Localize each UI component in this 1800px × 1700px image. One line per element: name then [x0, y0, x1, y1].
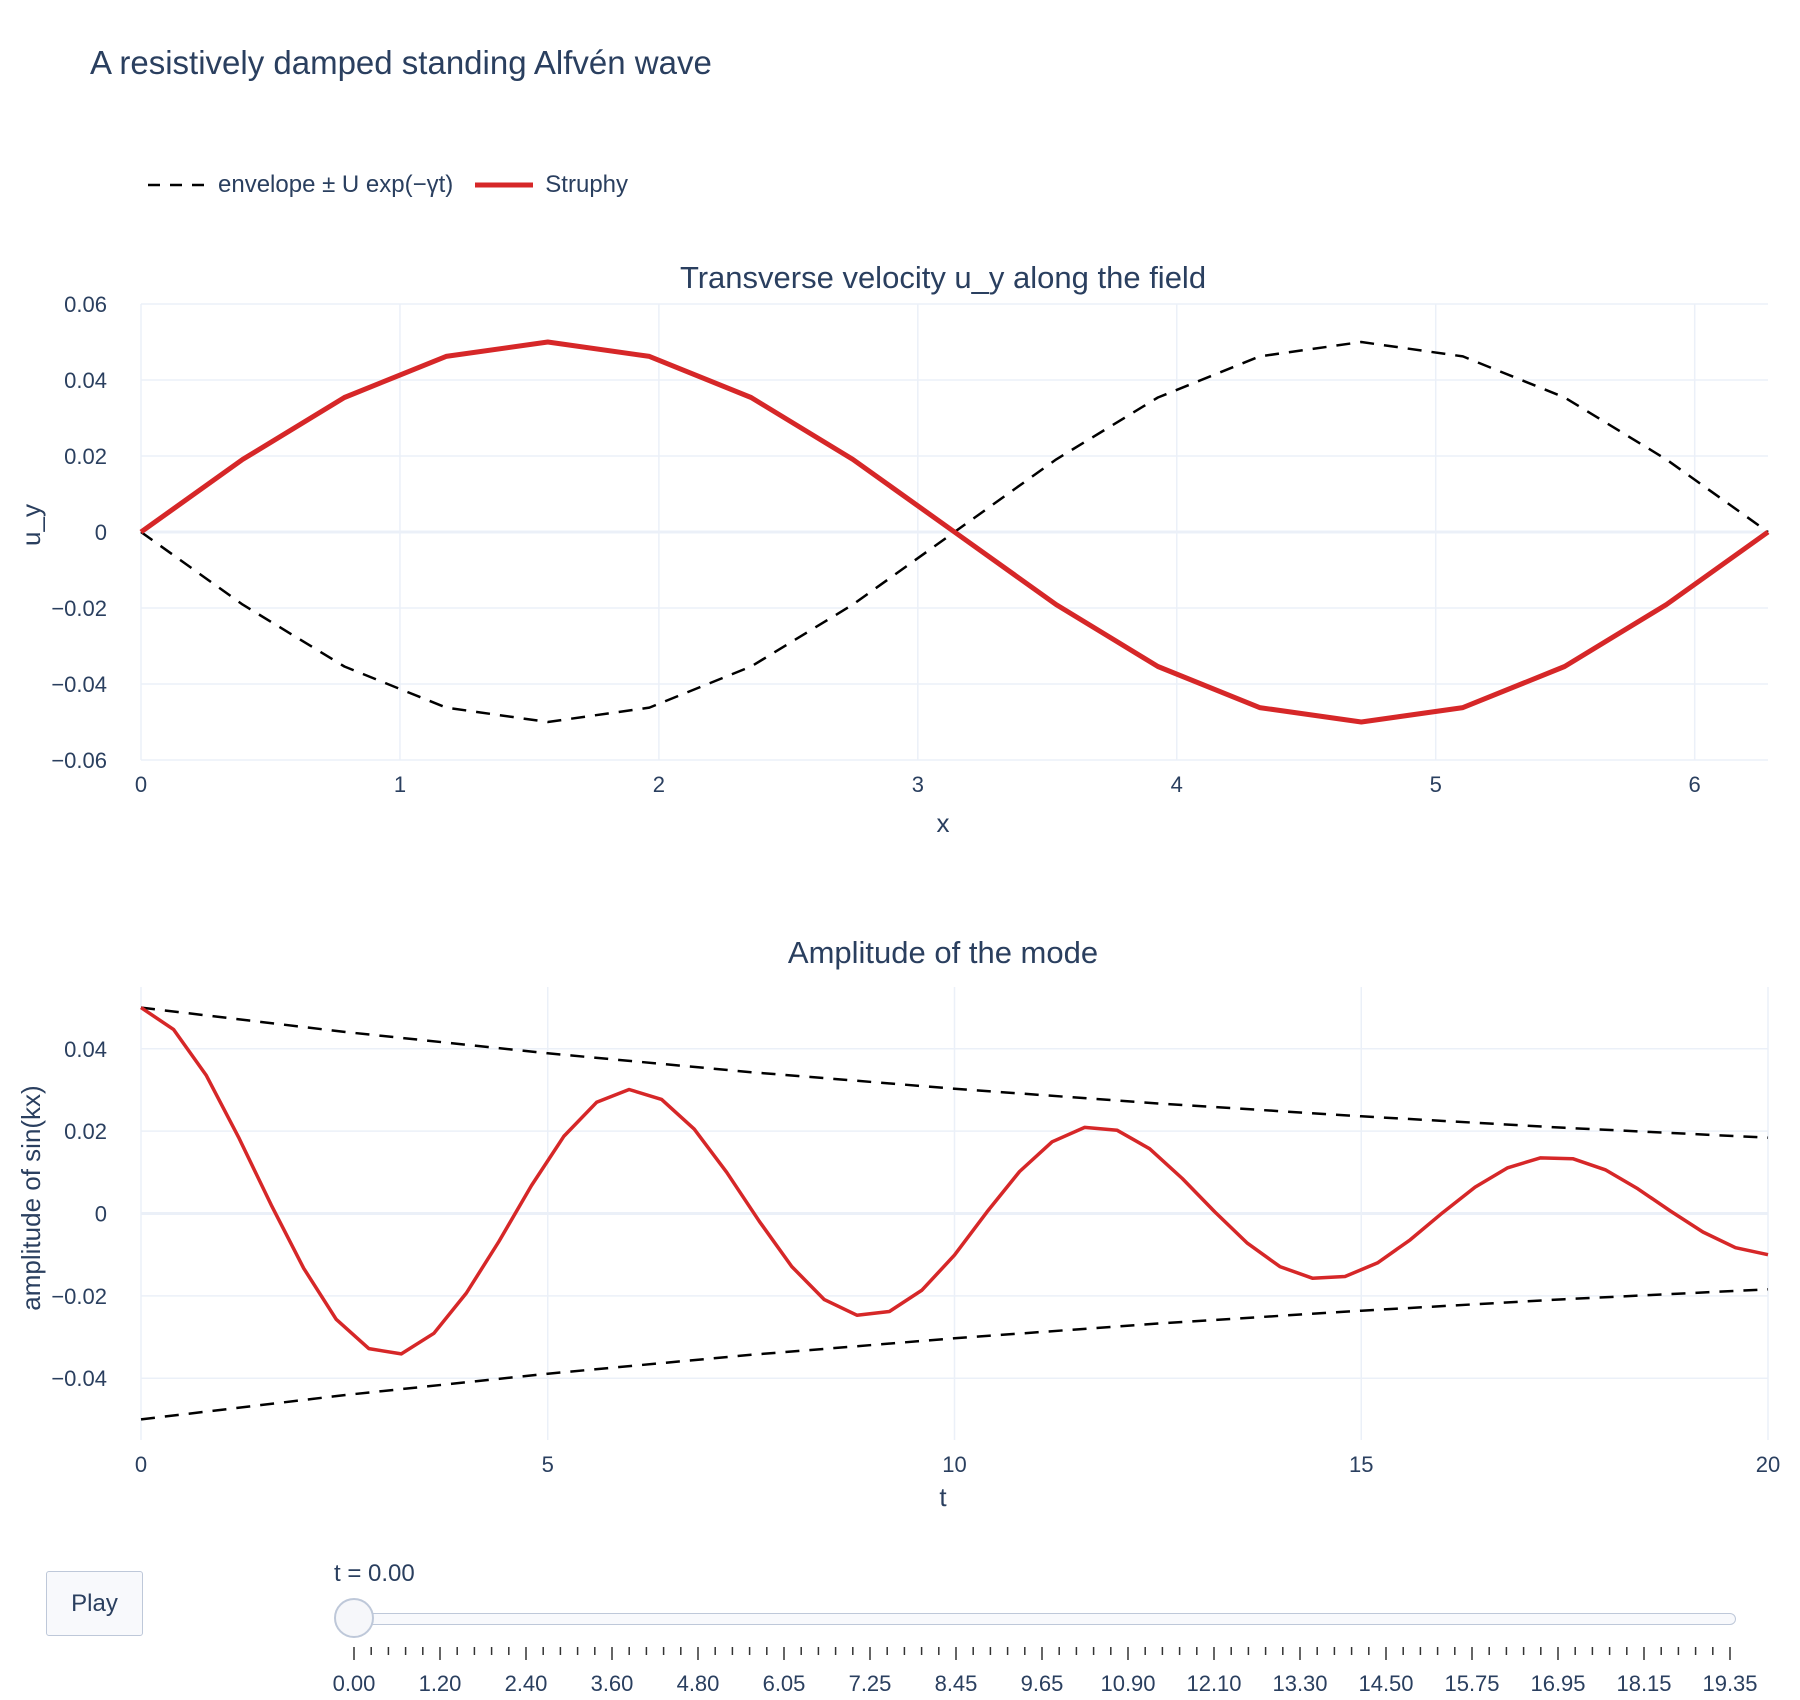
subplot2-series [140, 1006, 1769, 1421]
subplot2-tick-labels: 0 5 10 15 20 −0.04 −0.02 0 0.02 0.04 [51, 1037, 1780, 1477]
subplot1-y-tick-label: 0 [95, 520, 107, 545]
slider-tick-label: 10.90 [1100, 1671, 1155, 1696]
subplot2-xlabel: t [939, 1482, 947, 1512]
page-title: A resistively damped standing Alfvén wav… [90, 44, 712, 81]
subplot1-struphy-line [139, 339, 1770, 725]
subplot2-title: Amplitude of the mode [788, 935, 1098, 970]
subplot2-x-tick-label: 20 [1756, 1452, 1780, 1477]
subplot1-tick-labels: 0 1 2 3 4 5 6 −0.06 −0.04 −0.02 0 0.02 0.04 0.06 [51, 292, 1700, 797]
slider-tick-label: 14.50 [1358, 1671, 1413, 1696]
time-slider-track[interactable] [336, 1613, 1736, 1625]
slider-tick-label: 19.35 [1702, 1671, 1757, 1696]
subplot1-x-tick-label: 3 [912, 772, 924, 797]
slider-tick-label: 16.95 [1530, 1671, 1585, 1696]
slider-tick-label: 18.15 [1616, 1671, 1671, 1696]
slider-tick-label: 2.40 [505, 1671, 548, 1696]
subplot2-y-tick-label: 0.04 [64, 1037, 107, 1062]
legend: envelope ± U exp(−γt) Struphy [148, 168, 650, 202]
subplot1-ylabel: u_y [16, 504, 46, 546]
slider-tick-label: 15.75 [1444, 1671, 1499, 1696]
slider-tick-label: 4.80 [677, 1671, 720, 1696]
subplot2-struphy-line [140, 1006, 1769, 1356]
slider-tick-label: 13.30 [1272, 1671, 1327, 1696]
slider-tick-label: 12.10 [1186, 1671, 1241, 1696]
legend-item-struphy[interactable]: Struphy [475, 171, 628, 199]
slider-tick-label: 8.45 [935, 1671, 978, 1696]
subplot2-y-tick-label: −0.04 [51, 1366, 107, 1391]
slider-tick-label: 6.05 [763, 1671, 806, 1696]
subplot1-title: Transverse velocity u_y along the field [680, 260, 1206, 295]
subplot1-xlabel: x [937, 808, 950, 838]
subplot1-y-tick-label: −0.02 [51, 596, 107, 621]
legend-label-struphy: Struphy [545, 171, 629, 198]
subplot2-ylabel: amplitude of sin(kx) [16, 1085, 46, 1310]
subplot2-x-tick-label: 10 [942, 1452, 966, 1477]
subplot1-x-tick-label: 6 [1689, 772, 1701, 797]
legend-label-envelope: envelope ± U exp(−γt) [218, 171, 454, 198]
legend-item-envelope[interactable]: envelope ± U exp(−γt) [148, 171, 453, 199]
subplot1-y-tick-label: 0.04 [64, 368, 107, 393]
legend-dash-line-icon [148, 183, 206, 187]
play-button[interactable]: Play [46, 1571, 143, 1636]
slider-tick-label: 0.00 [333, 1671, 376, 1696]
subplot2-x-tick-label: 15 [1349, 1452, 1373, 1477]
subplot1-x-tick-label: 4 [1171, 772, 1183, 797]
subplot1-y-tick-label: −0.06 [51, 748, 107, 773]
slider-current-value-label: t = 0.00 [334, 1560, 415, 1587]
subplot1-y-tick-label: −0.04 [51, 672, 107, 697]
subplot1-y-tick-label: 0.02 [64, 444, 107, 469]
subplot1-x-tick-label: 1 [394, 772, 406, 797]
subplot1-series [139, 339, 1770, 725]
subplot2-x-tick-label: 0 [135, 1452, 147, 1477]
subplot1-y-tick-label: 0.06 [64, 292, 107, 317]
subplot2-y-tick-label: −0.02 [51, 1284, 107, 1309]
figure-plot-area: Transverse velocity u_y along the field … [16, 260, 1780, 1512]
subplot2-envelope-line [140, 1288, 1769, 1421]
time-slider-handle[interactable] [334, 1598, 374, 1638]
subplot2-x-tick-label: 5 [542, 1452, 554, 1477]
subplot1-x-tick-label: 2 [653, 772, 665, 797]
subplot2-grid [140, 987, 1769, 1440]
slider-tick-label: 1.20 [419, 1671, 462, 1696]
legend-solid-line-icon [475, 182, 534, 188]
subplot2-y-tick-label: 0.02 [64, 1119, 107, 1144]
slider-tick-label: 7.25 [849, 1671, 892, 1696]
slider-tick-label: 3.60 [591, 1671, 634, 1696]
subplot1-x-tick-label: 0 [135, 772, 147, 797]
subplot2-envelope-line [140, 1006, 1769, 1139]
subplot2-y-tick-label: 0 [95, 1202, 107, 1227]
subplot1-x-tick-label: 5 [1430, 772, 1442, 797]
slider-tick-label: 9.65 [1021, 1671, 1064, 1696]
